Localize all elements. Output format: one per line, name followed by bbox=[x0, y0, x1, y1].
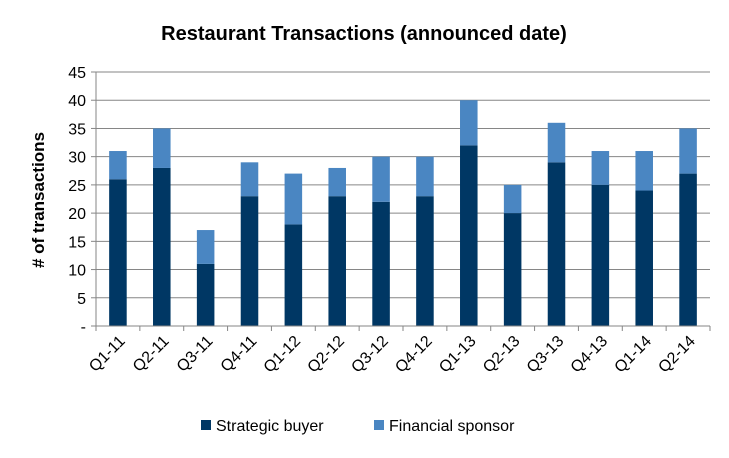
x-tick-label: Q3-11 bbox=[174, 333, 217, 376]
y-tick-label: 15 bbox=[68, 234, 86, 251]
y-tick-label: 35 bbox=[68, 121, 86, 138]
bar-financial-sponsor bbox=[503, 184, 522, 214]
bar-financial-sponsor bbox=[635, 151, 653, 191]
bar-financial-sponsor bbox=[284, 173, 303, 225]
y-tick-label: 20 bbox=[68, 206, 86, 223]
bar-financial-sponsor bbox=[196, 230, 215, 264]
bar-strategic-buyer bbox=[109, 179, 127, 326]
bar-financial-sponsor bbox=[372, 156, 390, 202]
bar-strategic-buyer bbox=[416, 196, 434, 326]
bar-strategic-buyer bbox=[635, 190, 653, 326]
legend-swatch bbox=[201, 420, 211, 430]
bar-financial-sponsor bbox=[460, 100, 478, 146]
y-tick-label: 5 bbox=[77, 291, 86, 308]
x-tick-label: Q3-12 bbox=[348, 333, 392, 377]
bar-strategic-buyer bbox=[547, 162, 566, 326]
legend-label: Financial sponsor bbox=[389, 418, 515, 435]
bar-financial-sponsor bbox=[240, 162, 259, 197]
y-axis-label: # of transactions bbox=[29, 132, 48, 268]
bar-strategic-buyer bbox=[153, 167, 171, 326]
x-tick-label: Q2-13 bbox=[480, 333, 524, 377]
bar-strategic-buyer bbox=[328, 196, 346, 326]
legend-swatch bbox=[374, 420, 384, 430]
x-tick-label: Q4-11 bbox=[218, 333, 261, 376]
bar-financial-sponsor bbox=[153, 128, 171, 168]
y-tick-label: 40 bbox=[68, 93, 86, 110]
bar-financial-sponsor bbox=[109, 151, 127, 180]
x-tick-label: Q2-14 bbox=[655, 333, 699, 377]
bar-strategic-buyer bbox=[591, 184, 610, 326]
y-tick-label: 30 bbox=[68, 150, 86, 167]
bar-strategic-buyer bbox=[679, 173, 697, 326]
x-tick-label: Q3-13 bbox=[524, 333, 568, 377]
x-tick-label: Q1-11 bbox=[86, 333, 129, 376]
bar-strategic-buyer bbox=[284, 224, 303, 326]
x-tick-label: Q2-12 bbox=[305, 333, 349, 377]
x-tick-label: Q2-11 bbox=[130, 333, 173, 376]
y-tick-label: 10 bbox=[68, 263, 86, 280]
x-tick-label: Q4-12 bbox=[392, 333, 436, 377]
bar-strategic-buyer bbox=[196, 263, 215, 326]
legend: Strategic buyer Financial sponsor bbox=[201, 418, 515, 435]
x-tick-label: Q1-12 bbox=[261, 333, 305, 377]
bars bbox=[109, 100, 697, 326]
y-tick-label: 45 bbox=[68, 65, 86, 82]
bar-financial-sponsor bbox=[416, 156, 434, 197]
bar-financial-sponsor bbox=[547, 122, 566, 163]
bar-financial-sponsor bbox=[328, 167, 346, 197]
bar-financial-sponsor bbox=[591, 151, 610, 185]
chart-title: Restaurant Transactions (announced date) bbox=[161, 23, 567, 45]
x-tick-label: Q1-14 bbox=[612, 333, 656, 377]
bar-financial-sponsor bbox=[679, 128, 697, 174]
bar-strategic-buyer bbox=[240, 196, 259, 326]
bar-strategic-buyer bbox=[460, 145, 478, 326]
bar-strategic-buyer bbox=[503, 213, 522, 326]
x-tick-label: Q4-13 bbox=[568, 333, 612, 377]
y-tick-label: - bbox=[81, 319, 86, 336]
x-tick-label: Q1-13 bbox=[436, 333, 480, 377]
legend-label: Strategic buyer bbox=[216, 418, 324, 435]
y-tick-label: 25 bbox=[68, 178, 86, 195]
bar-strategic-buyer bbox=[372, 201, 390, 326]
gridlines bbox=[96, 71, 710, 299]
